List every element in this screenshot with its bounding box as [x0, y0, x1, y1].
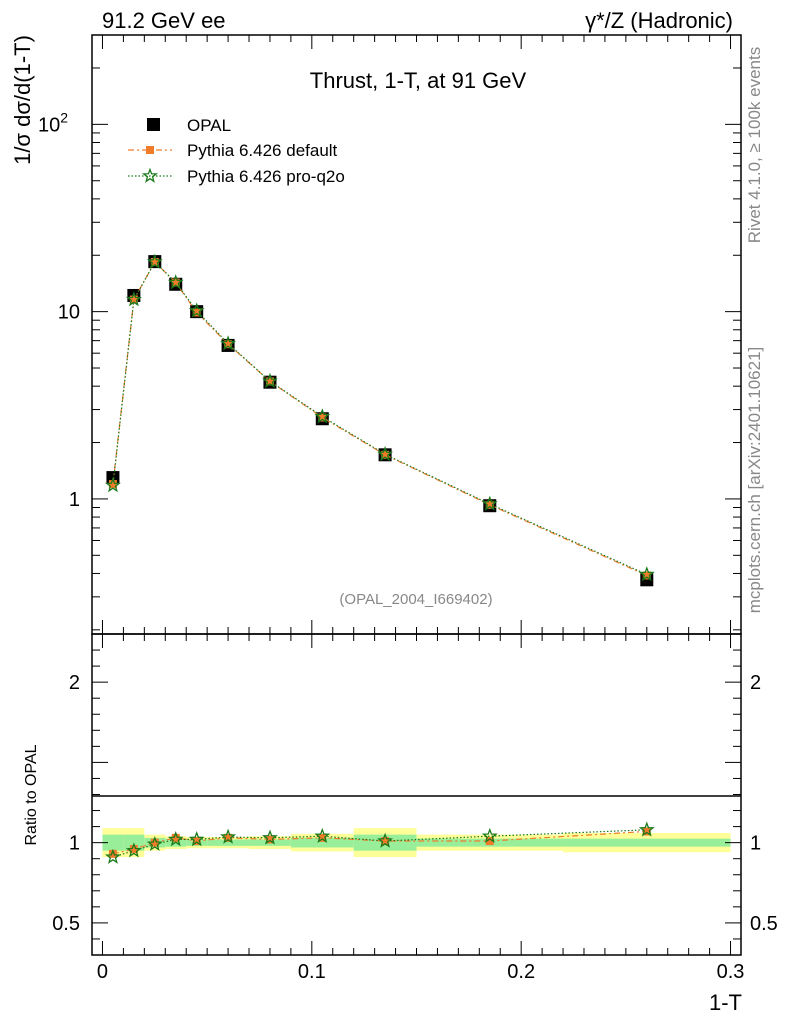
ratio-proq2o-point	[262, 829, 278, 845]
legend-star	[142, 167, 158, 183]
ratio-default-point	[129, 845, 138, 854]
mcplots-label: mcplots.cern.ch [arXiv:2401.10621]	[745, 347, 764, 613]
ratio-default-point	[381, 837, 390, 846]
ratio-proq2o-point	[481, 827, 498, 843]
pythia-proq2o-point	[125, 291, 142, 307]
ratio-y-tick-label-right: 1	[750, 833, 761, 855]
pythia-default-point	[129, 295, 138, 304]
ratio-proq2o-point	[638, 821, 655, 837]
header-right: γ*/Z (Hadronic)	[585, 8, 733, 33]
y-tick-label: 102	[38, 109, 68, 136]
ratio-y-tick-label-right: 2	[750, 672, 761, 694]
ratio-default-point	[485, 837, 494, 846]
pythia-default-point	[150, 258, 159, 267]
ratio-default-point	[318, 833, 327, 842]
legend-label-opal: OPAL	[187, 116, 231, 135]
pythia-default-point	[485, 500, 494, 509]
pythia-default-point	[108, 480, 117, 489]
ratio-default-point	[265, 835, 274, 844]
legend-marker-default	[146, 146, 154, 154]
x-tick-label: 0.2	[507, 961, 535, 983]
ratio-proq2o-point	[105, 848, 121, 864]
ratio-default-point	[642, 827, 651, 836]
ratio-proq2o-point	[125, 842, 142, 858]
x-tick-label: 0.3	[717, 961, 745, 983]
pythia-default-point	[171, 278, 180, 287]
y-tick-label: 10	[58, 302, 80, 324]
ratio-proq2o-point	[188, 831, 205, 847]
legend-label-default: Pythia 6.426 default	[187, 141, 338, 160]
x-axis-label: 1-T	[709, 990, 742, 1015]
rivet-version-label: Rivet 4.1.0, ≥ 100k events	[745, 47, 764, 243]
ratio-panel: 0 0.1 0.2 0.3 0.5 0.5 1 1 2 2 Ratio to OPAL 1-T	[23, 633, 778, 1015]
ratio-band-inner	[290, 837, 354, 848]
ratio-axis-ticks: 0 0.1 0.2 0.3 0.5 0.5 1 1 2 2	[52, 633, 778, 983]
ratio-y-tick-label-left: 1	[69, 833, 80, 855]
legend: OPAL Pythia 6.426 default Pythia 6.426 p…	[128, 116, 345, 186]
pythia-default-point	[224, 340, 233, 349]
x-tick-label: 0.1	[298, 961, 326, 983]
main-ylabel: 1/σ dσ/d(1-T)	[10, 35, 35, 165]
ratio-band-inner	[102, 834, 124, 851]
main-title: Thrust, 1-T, at 91 GeV	[310, 68, 527, 93]
pythia-proq2o-point	[377, 445, 394, 462]
pythia-default-point	[265, 377, 274, 386]
ratio-proq2o-point	[314, 827, 331, 843]
pythia-proq2o-point	[262, 372, 278, 389]
pythia-proq2o-point	[314, 408, 331, 424]
legend-marker-opal	[147, 118, 160, 131]
x-tick-label: 0	[97, 961, 108, 983]
pythia-default-point	[318, 413, 327, 422]
ratio-proq2o-point	[220, 828, 237, 844]
ratio-y-tick-label-left: 0.5	[52, 913, 80, 935]
pythia-default-point	[642, 571, 651, 580]
ratio-default-point	[224, 833, 233, 842]
pythia-proq2o-point	[105, 477, 121, 493]
ratio-default-point	[171, 833, 180, 842]
analysis-tag: (OPAL_2004_I669402)	[339, 591, 492, 608]
ratio-proq2o-point	[377, 832, 394, 848]
ratio-proq2o-point	[146, 835, 163, 851]
ratio-frame	[91, 633, 742, 956]
ratio-proq2o-point	[167, 831, 184, 847]
main-axis-ticks: 1 10 102	[38, 34, 741, 634]
ratio-default-point	[150, 838, 159, 847]
ratio-band-inner	[207, 839, 250, 846]
pythia-default-point	[381, 450, 390, 459]
pythia-proq2o-point	[638, 566, 655, 582]
ratio-default-point	[192, 837, 201, 846]
legend-label-proq2o: Pythia 6.426 pro-q2o	[187, 167, 345, 186]
pythia-proq2o-point	[188, 302, 205, 318]
ratio-y-tick-label-left: 2	[69, 672, 80, 694]
y-tick-label: 1	[69, 489, 80, 511]
ratio-y-tick-label-right: 0.5	[750, 913, 778, 935]
main-panel: 1 10 102 Thrust, 1-T, at 91 GeV (OPAL_2004…	[10, 34, 742, 635]
ratio-default-point	[108, 849, 117, 858]
pythia-proq2o-point	[220, 335, 237, 351]
ratio-ylabel: Ratio to OPAL	[23, 744, 40, 845]
header-left: 91.2 GeV ee	[102, 8, 226, 33]
ratio-band-inner	[563, 838, 731, 847]
pythia-proq2o-point	[481, 495, 498, 511]
pythia-default-point	[192, 308, 201, 317]
legend-marker-proq2o	[142, 167, 158, 183]
pythia-proq2o-point	[167, 274, 184, 290]
pythia-proq2o-point	[146, 253, 163, 269]
